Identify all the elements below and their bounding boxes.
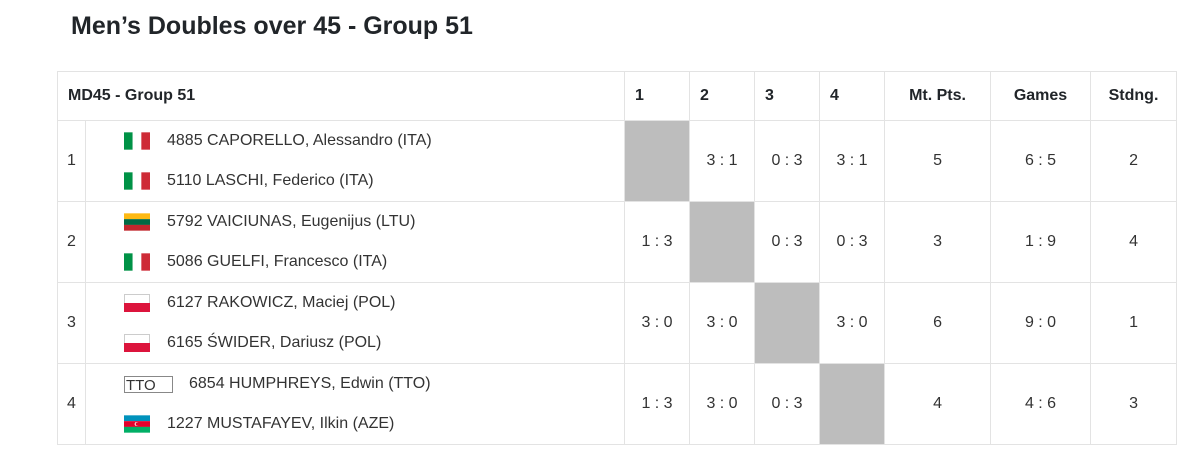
player: 1227 MUSTAFAYEV, Ilkin (AZE)	[86, 404, 624, 444]
result: 3 : 0	[624, 282, 691, 364]
flag	[124, 132, 150, 150]
player: 4885 CAPORELLO, Alessandro (ITA)	[86, 121, 624, 161]
self-cell	[754, 282, 821, 364]
player-name: 6854 HUMPHREYS, Edwin (TTO)	[189, 375, 431, 392]
flag	[124, 415, 150, 433]
page-title: Men’s Doubles over 45 - Group 51	[71, 12, 473, 40]
column-header: 2	[689, 71, 756, 121]
players: TTO 6854 HUMPHREYS, Edwin (TTO) 1227 MUST…	[84, 363, 626, 445]
group-header: MD45 - Group 51	[56, 71, 626, 121]
position: 4	[57, 363, 86, 445]
result: 0 : 3	[754, 363, 821, 445]
player: 5792 VAICIUNAS, Eugenijus (LTU)	[86, 202, 624, 242]
player: 6127 RAKOWICZ, Maciej (POL)	[86, 283, 624, 323]
flag	[124, 253, 150, 271]
header-row: MD45 - Group 51 1 2 3 4 Mt. Pts. Games S…	[56, 71, 1178, 121]
player-name: 4885 CAPORELLO, Alessandro (ITA)	[167, 132, 432, 149]
player-name: 5792 VAICIUNAS, Eugenijus (LTU)	[167, 213, 416, 230]
points: 4	[884, 363, 992, 445]
players: 6127 RAKOWICZ, Maciej (POL) 6165 ŚWIDER,…	[84, 282, 626, 364]
games: 6 : 5	[990, 120, 1092, 202]
team-row: 4 TTO 6854 HUMPHREYS, Edwin (TTO) 1227 MU…	[57, 363, 1178, 445]
position: 2	[57, 201, 86, 283]
standing: 4	[1090, 201, 1178, 283]
result: 0 : 3	[754, 120, 821, 202]
self-cell	[689, 201, 756, 283]
player-name: 6165 ŚWIDER, Dariusz (POL)	[167, 334, 382, 351]
points: 5	[884, 120, 992, 202]
column-header: 1	[624, 71, 691, 121]
result: 0 : 3	[819, 201, 886, 283]
column-header: Games	[990, 71, 1092, 121]
flag	[124, 172, 150, 190]
self-cell	[624, 120, 691, 202]
flag	[124, 334, 150, 352]
player: 5110 LASCHI, Federico (ITA)	[86, 161, 624, 201]
result: 3 : 0	[689, 363, 756, 445]
flag	[124, 294, 150, 312]
player-name: 5110 LASCHI, Federico (ITA)	[167, 172, 374, 189]
result: 1 : 3	[624, 363, 691, 445]
broken-flag-alt: TTO	[124, 375, 173, 394]
standing: 1	[1090, 282, 1178, 364]
position: 1	[57, 120, 86, 202]
column-header: 3	[754, 71, 821, 121]
self-cell	[819, 363, 886, 445]
standing: 2	[1090, 120, 1178, 202]
column-header: Stdng.	[1090, 71, 1178, 121]
player: 6165 ŚWIDER, Dariusz (POL)	[86, 323, 624, 363]
result: 1 : 3	[624, 201, 691, 283]
column-header: 4	[819, 71, 886, 121]
games: 9 : 0	[990, 282, 1092, 364]
players: 5792 VAICIUNAS, Eugenijus (LTU) 5086 GUE…	[84, 201, 626, 283]
result: 3 : 0	[689, 282, 756, 364]
result: 0 : 3	[754, 201, 821, 283]
team-row: 3 6127 RAKOWICZ, Maciej (POL) 6165 ŚWIDE…	[57, 282, 1178, 364]
flag	[124, 213, 150, 231]
points: 6	[884, 282, 992, 364]
position: 3	[57, 282, 86, 364]
games: 1 : 9	[990, 201, 1092, 283]
result: 3 : 1	[819, 120, 886, 202]
points: 3	[884, 201, 992, 283]
team-row: 1 4885 CAPORELLO, Alessandro (ITA) 5110 …	[57, 120, 1178, 202]
column-header: Mt. Pts.	[884, 71, 992, 121]
team-row: 2 5792 VAICIUNAS, Eugenijus (LTU) 5086 G…	[57, 201, 1178, 283]
player: TTO 6854 HUMPHREYS, Edwin (TTO)	[86, 364, 624, 404]
result: 3 : 0	[819, 282, 886, 364]
player-name: 1227 MUSTAFAYEV, Ilkin (AZE)	[167, 415, 395, 432]
result: 3 : 1	[689, 120, 756, 202]
group-table: MD45 - Group 51 1 2 3 4 Mt. Pts. Games S…	[56, 71, 1178, 445]
player: 5086 GUELFI, Francesco (ITA)	[86, 242, 624, 282]
player-name: 5086 GUELFI, Francesco (ITA)	[167, 253, 388, 270]
player-name: 6127 RAKOWICZ, Maciej (POL)	[167, 294, 396, 311]
players: 4885 CAPORELLO, Alessandro (ITA) 5110 LA…	[84, 120, 626, 202]
games: 4 : 6	[990, 363, 1092, 445]
standing: 3	[1090, 363, 1178, 445]
